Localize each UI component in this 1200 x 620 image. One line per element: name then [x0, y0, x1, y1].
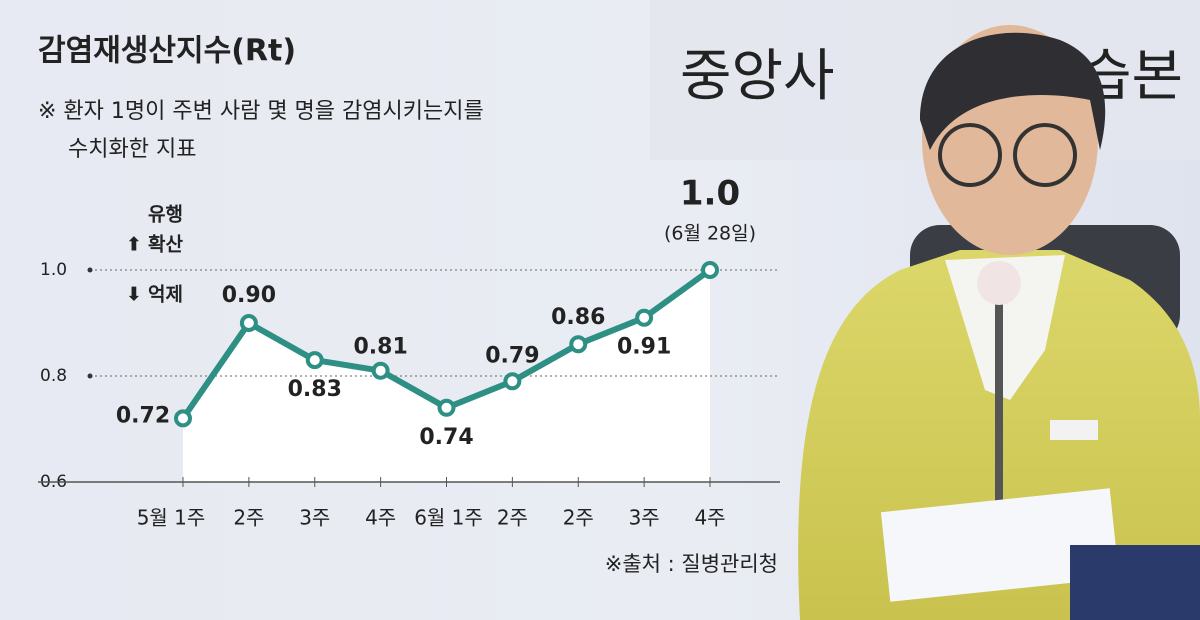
data-point: [635, 308, 654, 327]
data-label: 0.79: [485, 343, 539, 368]
legend-text: 억제: [148, 284, 183, 306]
data-point: [305, 351, 324, 370]
x-tick-label: 2주: [497, 506, 528, 530]
x-tick-label: 5월 1주: [137, 506, 206, 530]
chart-title: 감염재생산지수(Rt): [38, 34, 296, 69]
data-label: 0.74: [419, 425, 473, 450]
x-tick-label: 2주: [563, 506, 594, 530]
data-point: [174, 409, 192, 428]
data-point: [371, 361, 390, 380]
x-tick-label: 3주: [629, 506, 660, 530]
y-tick-label: 0.8: [40, 366, 67, 386]
data-point: [239, 314, 258, 332]
photo: 중앙사 습본: [650, 0, 1200, 620]
data-point: [437, 398, 456, 417]
plot-area: [183, 270, 710, 482]
legend-text: 유행: [148, 204, 183, 226]
data-label: 0.91: [617, 335, 671, 360]
data-label: 0.83: [288, 377, 342, 402]
subtitle: ※ 환자 1명이 주변 사람 몇 명을 감염시키는지를: [38, 99, 484, 124]
subtitle: 수치화한 지표: [68, 137, 196, 162]
x-tick-label: 3주: [299, 506, 330, 530]
data-label: 0.90: [222, 283, 276, 308]
x-tick-label: 2주: [233, 506, 264, 530]
source: ※출처 : 질병관리청: [605, 552, 778, 576]
x-tick-label: 4주: [694, 506, 725, 530]
y-tick-dot: [87, 373, 93, 379]
legend-arrow: ⬆: [126, 234, 142, 256]
photo-sign-text: 중앙사: [680, 44, 835, 109]
data-point: [503, 372, 522, 391]
data-point: [569, 335, 588, 354]
data-label: 1.0: [680, 174, 740, 214]
y-tick-dot: [87, 267, 93, 273]
legend-arrow: ⬇: [126, 284, 142, 306]
legend-text: 확산: [148, 233, 183, 256]
annotation: (6월 28일): [664, 223, 756, 245]
data-label: 0.86: [551, 305, 605, 330]
y-tick-label: 1.0: [40, 260, 67, 280]
data-point: [701, 261, 719, 279]
data-label: 0.72: [116, 403, 170, 428]
x-tick-label: 4주: [365, 506, 396, 530]
data-label: 0.81: [353, 335, 407, 360]
x-tick-label: 6월 1주: [414, 506, 483, 530]
